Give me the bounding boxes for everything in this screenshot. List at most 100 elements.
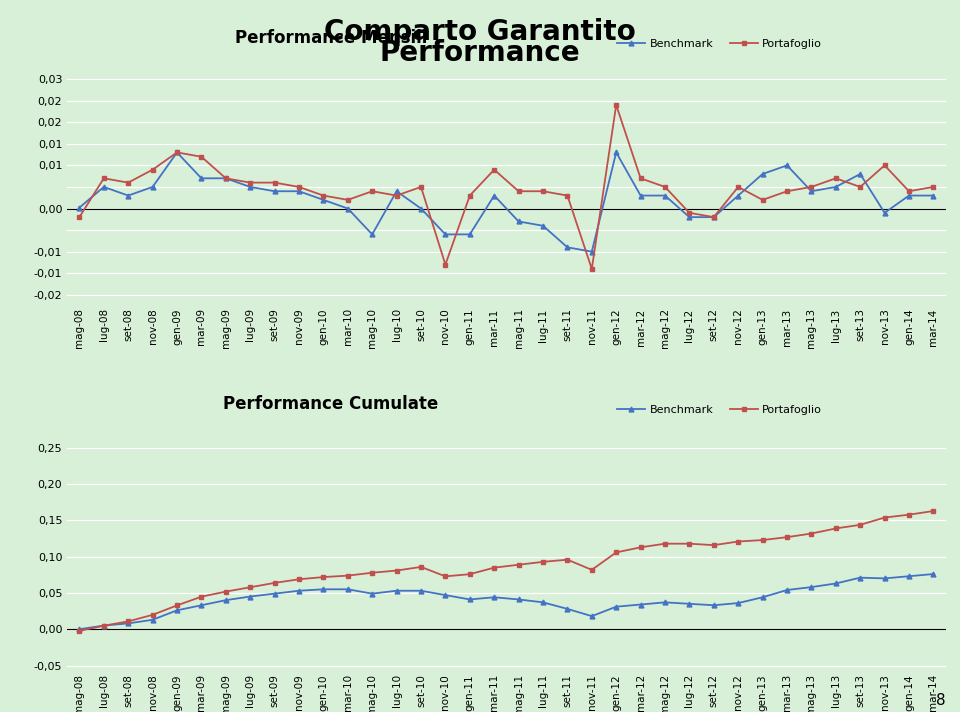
Portafoglio [562, 192, 573, 200]
Benchmark [538, 221, 549, 230]
Benchmark [440, 591, 451, 600]
Portafoglio [830, 174, 842, 182]
Benchmark [927, 570, 939, 578]
Portafoglio [854, 183, 866, 192]
Benchmark [293, 187, 304, 196]
Portafoglio [196, 592, 207, 601]
Benchmark [562, 243, 573, 251]
Benchmark [854, 573, 866, 582]
Portafoglio [123, 617, 134, 626]
Benchmark [660, 598, 671, 607]
Benchmark [708, 601, 720, 609]
Benchmark [756, 593, 768, 602]
Portafoglio [489, 563, 500, 572]
Benchmark [927, 192, 939, 200]
Portafoglio [805, 183, 817, 192]
Portafoglio [147, 611, 158, 619]
Legend: Benchmark, Portafoglio: Benchmark, Portafoglio [617, 405, 822, 415]
Benchmark [830, 579, 842, 587]
Benchmark [196, 174, 207, 182]
Benchmark [220, 596, 231, 604]
Benchmark [245, 592, 256, 601]
Portafoglio [562, 555, 573, 564]
Portafoglio [684, 540, 695, 548]
Benchmark [342, 204, 353, 213]
Text: Performance: Performance [380, 39, 580, 67]
Benchmark [416, 204, 427, 213]
Benchmark [830, 183, 842, 192]
Portafoglio [854, 520, 866, 529]
Portafoglio [513, 560, 524, 569]
Benchmark [196, 601, 207, 609]
Benchmark [878, 574, 890, 582]
Benchmark [635, 600, 646, 609]
Portafoglio [732, 538, 744, 546]
Portafoglio [611, 100, 622, 109]
Portafoglio [245, 178, 256, 187]
Portafoglio [293, 183, 304, 192]
Benchmark [123, 619, 134, 628]
Benchmark [367, 590, 378, 598]
Portafoglio [903, 187, 915, 196]
Benchmark [854, 169, 866, 178]
Benchmark [220, 174, 231, 182]
Benchmark [513, 595, 524, 604]
Portafoglio [903, 511, 915, 519]
Portafoglio [367, 187, 378, 196]
Benchmark [98, 183, 109, 192]
Text: Performance Cumulate: Performance Cumulate [223, 395, 439, 413]
Legend: Benchmark, Portafoglio: Benchmark, Portafoglio [617, 39, 822, 49]
Portafoglio [220, 587, 231, 596]
Benchmark [391, 187, 402, 196]
Portafoglio [464, 570, 475, 578]
Portafoglio [171, 148, 182, 157]
Portafoglio [538, 557, 549, 566]
Portafoglio [269, 579, 280, 587]
Portafoglio [98, 174, 109, 182]
Portafoglio [220, 174, 231, 182]
Portafoglio [98, 622, 109, 630]
Benchmark [489, 192, 500, 200]
Portafoglio [440, 572, 451, 580]
Portafoglio [538, 187, 549, 196]
Line: Benchmark: Benchmark [77, 150, 936, 254]
Portafoglio [147, 165, 158, 174]
Line: Benchmark: Benchmark [77, 572, 936, 632]
Benchmark [342, 585, 353, 594]
Benchmark [805, 187, 817, 196]
Portafoglio [830, 524, 842, 533]
Portafoglio [74, 213, 85, 221]
Benchmark [538, 598, 549, 607]
Benchmark [660, 192, 671, 200]
Portafoglio [440, 261, 451, 269]
Portafoglio [367, 568, 378, 577]
Benchmark [74, 204, 85, 212]
Portafoglio [781, 187, 793, 196]
Line: Portafoglio: Portafoglio [77, 508, 936, 633]
Portafoglio [708, 541, 720, 550]
Portafoglio [684, 209, 695, 217]
Portafoglio [464, 192, 475, 200]
Portafoglio [660, 540, 671, 548]
Benchmark [903, 192, 915, 200]
Benchmark [756, 169, 768, 178]
Portafoglio [611, 548, 622, 557]
Line: Portafoglio: Portafoglio [77, 103, 936, 271]
Benchmark [171, 606, 182, 614]
Benchmark [293, 587, 304, 595]
Portafoglio [269, 178, 280, 187]
Portafoglio [416, 183, 427, 192]
Benchmark [123, 192, 134, 200]
Portafoglio [927, 183, 939, 192]
Benchmark [464, 230, 475, 239]
Benchmark [635, 192, 646, 200]
Portafoglio [805, 529, 817, 538]
Portafoglio [342, 571, 353, 580]
Benchmark [391, 587, 402, 595]
Portafoglio [318, 573, 329, 582]
Benchmark [611, 602, 622, 611]
Benchmark [805, 583, 817, 592]
Portafoglio [293, 575, 304, 584]
Benchmark [781, 586, 793, 595]
Portafoglio [416, 562, 427, 571]
